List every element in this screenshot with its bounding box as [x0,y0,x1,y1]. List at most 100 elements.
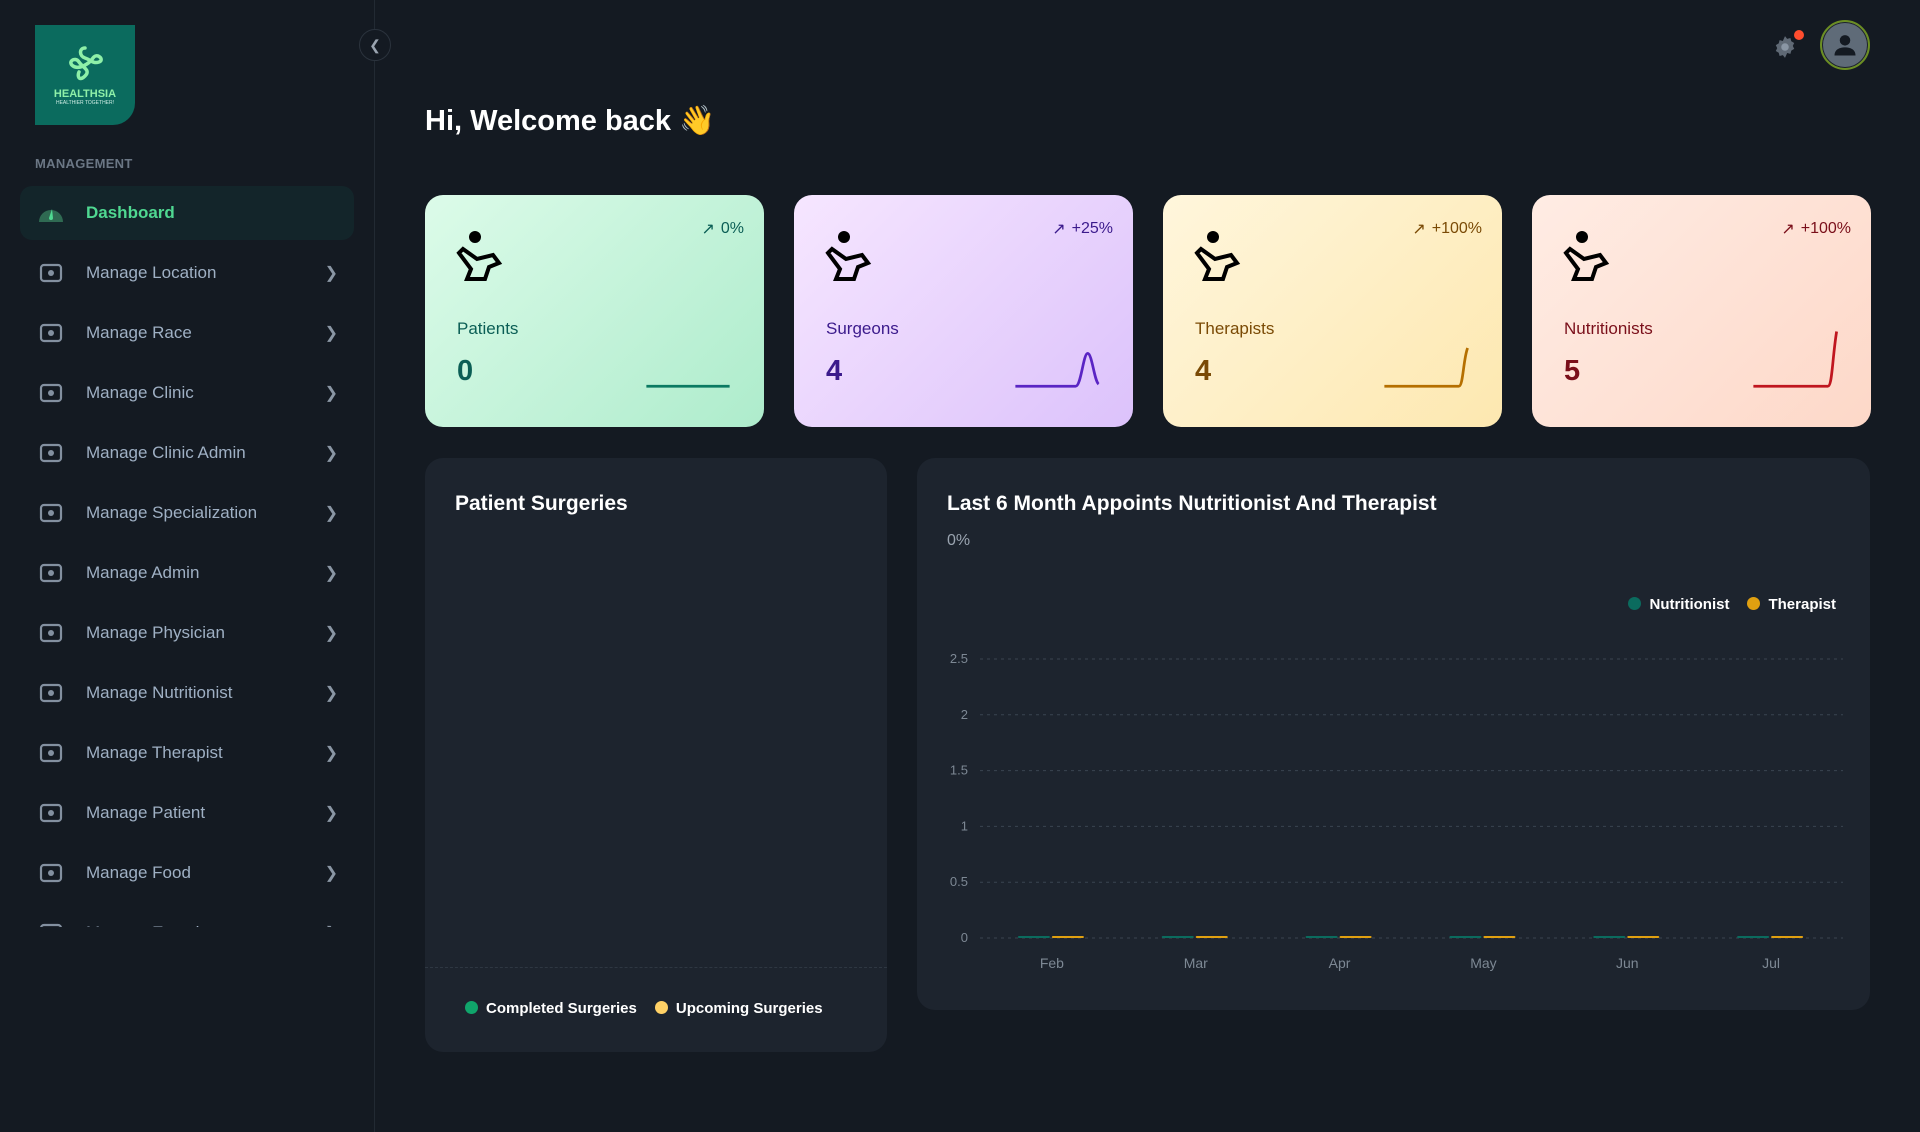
y-tick-label: 1.5 [950,763,968,778]
logo[interactable]: HEALTHSIA HEALTHIER TOGETHER! [35,25,135,125]
sidebar-item-manage-patient[interactable]: Manage Patient ❯ [20,786,354,840]
stat-card-therapists[interactable]: ↗ +100% Therapists 4 [1163,195,1502,427]
bar-therapist[interactable] [1339,936,1372,938]
x-tick-label: May [1470,955,1496,971]
bar-nutritionist[interactable] [1449,936,1482,938]
user-plus-icon [36,560,66,586]
healthsia-logo-icon [69,46,103,81]
chart-title: Last 6 Month Appoints Nutritionist And T… [947,492,1437,515]
x-tick-label: Jun [1616,955,1639,971]
completed-dot-icon [465,1001,478,1014]
sidebar-nav: Dashboard Manage Location ❯ Manage Race ❯ Man… [20,186,354,927]
change-indicator: ↗ 0% [701,219,744,239]
sidebar-item-manage-food[interactable]: Manage Food ❯ [20,846,354,900]
patient-surgeries-panel: Patient Surgeries Completed Surgeries Up… [425,458,887,1052]
surgeon-icon [822,227,878,288]
sidebar-item-label: Manage Physician [86,623,225,642]
sidebar-item-label: Manage Nutritionist [86,683,233,702]
chevron-right-icon: ❯ [324,805,338,822]
physician-icon [36,620,66,646]
gauge-icon [36,200,66,226]
therapist-dot-icon [1747,597,1761,610]
brand-name: HEALTHSIA [53,88,117,100]
bar-nutritionist[interactable] [1737,936,1770,938]
sparkline [646,384,730,388]
therapist-icon [1191,227,1247,288]
chart-legend: Nutritionist Therapist [1628,596,1836,613]
chevron-right-icon: ❯ [324,505,338,522]
collapse-sidebar-button[interactable]: ❮ [359,29,391,61]
sidebar-item-manage-clinic[interactable]: Manage Clinic ❯ [20,366,354,420]
chevron-right-icon: ❯ [324,625,338,642]
legend-label: Therapist [1768,596,1836,613]
card-value: 0 [457,355,474,387]
stat-card-nutritionists[interactable]: ↗ +100% Nutritionists 5 [1532,195,1871,427]
legend-item[interactable]: Completed Surgeries [465,1000,637,1017]
change-indicator: ↗ +100% [1781,219,1851,239]
sidebar-item-manage-clinic-admin[interactable]: Manage Clinic Admin ❯ [20,426,354,480]
sidebar-item-manage-physician[interactable]: Manage Physician ❯ [20,606,354,660]
trending-up-icon: ↗ [1412,221,1426,238]
bar-therapist[interactable] [1051,936,1084,938]
chevron-right-icon: ❯ [324,445,338,462]
notification-dot [1794,30,1804,40]
cart-icon [36,860,66,886]
card-label: Patients [457,319,519,338]
sidebar-item-label: Manage Therapist [86,743,223,762]
sidebar-item-manage-admin[interactable]: Manage Admin ❯ [20,546,354,600]
x-tick-label: Feb [1040,955,1064,971]
legend-item[interactable]: Upcoming Surgeries [654,1000,823,1017]
sidebar-item-manage-race[interactable]: Manage Race ❯ [20,306,354,360]
sidebar-item-manage-specialization[interactable]: Manage Specialization ❯ [20,486,354,540]
stat-card-patients[interactable]: ↗ 0% Patients 0 [425,195,764,427]
trending-up-icon: ↗ [1052,221,1066,238]
sidebar-item-dashboard[interactable]: Dashboard [20,186,354,240]
y-tick-label: 0.5 [950,874,968,889]
sidebar-item-label: Manage Admin [86,563,200,582]
bar-nutritionist[interactable] [1017,936,1050,938]
sparkline [1384,347,1469,388]
sidebar-item-label: Manage Location [86,263,217,282]
sidebar-item-manage-nutritionist[interactable]: Manage Nutritionist ❯ [20,666,354,720]
sidebar-item-label: Manage Patient [86,803,206,822]
chart-subtitle: 0% [947,532,971,549]
medical-bag-icon [36,440,66,466]
stat-card-surgeons[interactable]: ↗ +25% Surgeons 4 [794,195,1133,427]
sidebar-item-manage-location[interactable]: Manage Location ❯ [20,246,354,300]
sidebar-item-label: Manage Race [86,323,192,342]
x-tick-label: Apr [1329,955,1351,971]
chevron-right-icon: ❯ [324,745,338,762]
y-tick-label: 1 [961,818,968,833]
bar-therapist[interactable] [1195,936,1228,938]
patient-chair-icon [453,227,509,288]
sidebar-item-manage-exercise[interactable]: Manage Exercise❯ [20,906,354,927]
brand-tagline: HEALTHIER TOGETHER! [55,100,115,106]
settings-button[interactable] [1772,30,1804,60]
y-tick-label: 0 [961,930,968,945]
bar-nutritionist[interactable] [1593,936,1626,938]
bar-therapist[interactable] [1627,936,1660,938]
sidebar-item-label: Manage Specialization [86,503,258,522]
sidebar-item-manage-therapist[interactable]: Manage Therapist ❯ [20,726,354,780]
nutritionist-dot-icon [1628,597,1642,610]
top-actions [1772,20,1870,70]
change-value: 0% [720,220,744,237]
user-avatar[interactable] [1820,20,1870,70]
bar-nutritionist[interactable] [1305,936,1338,938]
divider [425,967,887,968]
bar-therapist[interactable] [1771,936,1804,938]
legend-item[interactable]: Nutritionist [1628,596,1729,613]
exercise-icon [36,920,66,927]
chevron-right-icon: ❯ [324,685,338,702]
sidebar-item-label: Manage Clinic [86,383,194,402]
user-icon [1834,35,1856,56]
gear-icon [1775,36,1795,58]
bar-therapist[interactable] [1483,936,1516,938]
bar-nutritionist[interactable] [1161,936,1194,938]
legend-item[interactable]: Therapist [1747,596,1836,613]
section-heading: MANAGEMENT [35,156,133,171]
change-indicator: ↗ +100% [1412,219,1482,239]
sidebar: HEALTHSIA HEALTHIER TOGETHER! ❮ MANAGEME… [0,0,391,1132]
surgeries-legend: Completed Surgeries Upcoming Surgeries [465,1000,823,1017]
legend-label: Nutritionist [1649,596,1730,613]
